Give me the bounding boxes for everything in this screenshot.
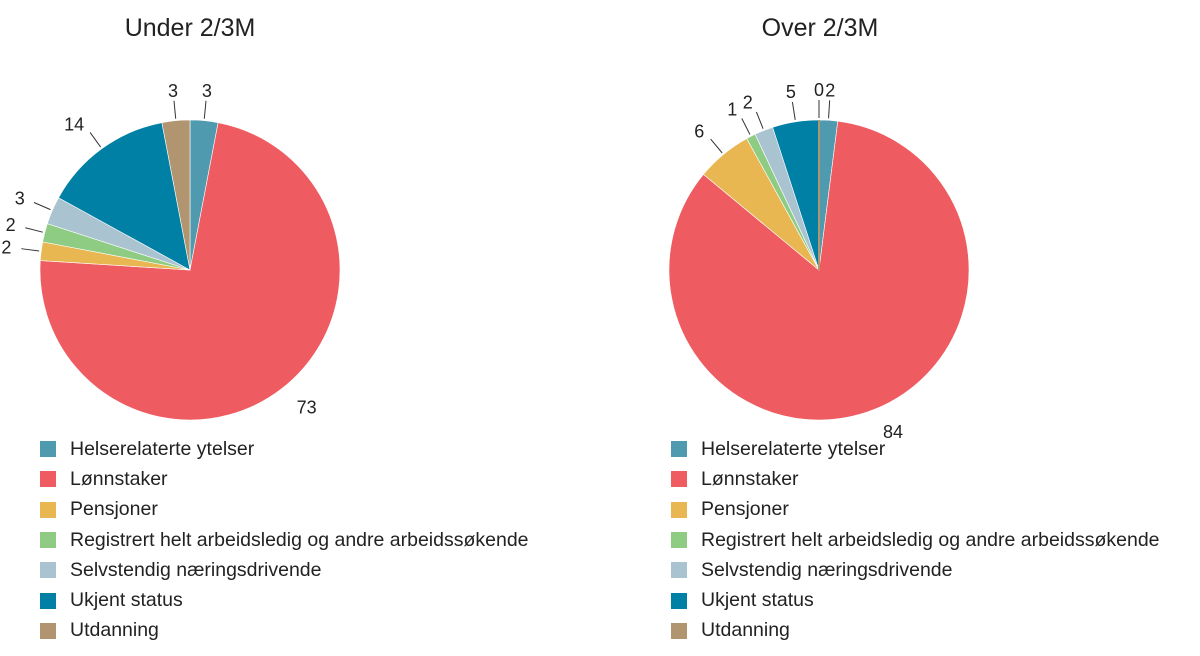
legend-swatch [40, 501, 56, 518]
legend-swatch [671, 622, 687, 639]
leader-line-ukjent-status [791, 102, 796, 120]
data-label-helserelaterte-ytelser: 2 [825, 80, 835, 100]
chart-title-over: Over 2/3M [761, 14, 879, 42]
legend-item-selvstendig-naeringsdrivende: Selvstendig næringsdrivende [40, 555, 529, 585]
legend-swatch [40, 562, 56, 579]
legend-label: Lønnstaker [701, 467, 799, 490]
legend-label: Selvstendig næringsdrivende [701, 558, 953, 581]
pie-under: 3 73 22 3 14 3 [1, 81, 341, 421]
pie-slice-lonnstaker [668, 120, 970, 421]
data-label-ukjent-status: 5 [786, 82, 796, 102]
legend-item-utdanning: Utdanning [40, 616, 529, 646]
legend-label: Pensjoner [701, 498, 789, 521]
legend-item-lonnstaker: Lønnstaker [40, 464, 529, 494]
data-label-registrert-helt-arbeidsledig-og-andre-arbeidssokende: 1 [727, 100, 737, 120]
leader-line-registrert-helt-arbeidsledig-og-andre-arbeidssokende [741, 118, 751, 135]
legend-item-utdanning: Utdanning [671, 616, 1160, 646]
legend-label: Utdanning [70, 619, 159, 642]
data-label-lonnstaker: 73 [297, 397, 317, 417]
chart-title-under: Under 2/3M [124, 14, 256, 42]
legend-under: Helserelaterte ytelser Lønnstaker Pensjone… [40, 434, 529, 646]
chart-under: Under 2/3M 3 73 2 2 3 14 3 Helserelaterte ytel… [1, 14, 529, 646]
legend-label: Selvstendig næringsdrivende [70, 558, 322, 581]
legend-swatch [671, 501, 687, 518]
data-label-utdanning: 3 [168, 81, 178, 101]
data-label-selvstendig-naeringsdrivende: 2 [743, 93, 753, 113]
legend-swatch [40, 532, 56, 549]
leader-line-pensjoner [21, 248, 40, 252]
legend-label: Pensjoner [70, 498, 158, 521]
legend-item-pensjoner: Pensjoner [671, 495, 1160, 525]
legend-label: Helserelaterte ytelser [701, 437, 886, 460]
data-label-pensjoner: 2 [1, 237, 11, 257]
legend-label: Ukjent status [70, 589, 183, 612]
legend-swatch [671, 441, 687, 458]
data-label-utdanning: 0 [814, 80, 824, 100]
data-label-ukjent-status: 14 [64, 114, 84, 134]
legend-swatch [40, 471, 56, 488]
legend-label: Utdanning [701, 619, 790, 642]
legend-label: Registrert helt arbeidsledig og andre ar… [70, 528, 529, 551]
legend-label: Lønnstaker [70, 467, 168, 490]
legend-item-lonnstaker: Lønnstaker [671, 464, 1160, 494]
legend-label: Registrert helt arbeidsledig og andre ar… [701, 528, 1160, 551]
legend-item-ukjent-status: Ukjent status [671, 585, 1160, 615]
data-label-lonnstaker: 84 [883, 422, 903, 442]
legend-label: Ukjent status [701, 589, 814, 612]
leader-line-ukjent-status [89, 132, 102, 148]
data-label-pensjoner: 6 [694, 121, 704, 141]
legend-item-registrert-helt-arbeidsledig-og-andre-arbeidssokende: Registrert helt arbeidsledig og andre ar… [671, 525, 1160, 555]
leader-line-utdanning [173, 100, 177, 119]
legend-swatch [40, 592, 56, 609]
leader-line-selvstendig-naeringsdrivende [755, 111, 764, 129]
legend-item-helserelaterte-ytelser: Helserelaterte ytelser [40, 434, 529, 464]
legend-item-selvstendig-naeringsdrivende: Selvstendig næringsdrivende [671, 555, 1160, 585]
legend-swatch [40, 441, 56, 458]
legend-item-helserelaterte-ytelser: Helserelaterte ytelser [671, 434, 1160, 464]
legend-over: Helserelaterte ytelser Lønnstaker Pensjone… [671, 434, 1160, 646]
leader-line-registrert-helt-arbeidsledig-og-andre-arbeidssokende [25, 227, 43, 233]
legend-swatch [671, 471, 687, 488]
pie-slice-lonnstaker [39, 122, 341, 421]
data-label-helserelaterte-ytelser: 3 [202, 81, 212, 101]
legend-item-registrert-helt-arbeidsledig-og-andre-arbeidssokende: Registrert helt arbeidsledig og andre ar… [40, 525, 529, 555]
legend-swatch [671, 592, 687, 609]
legend-swatch [671, 532, 687, 549]
legend-item-pensjoner: Pensjoner [40, 495, 529, 525]
leader-line-pensjoner [710, 138, 723, 154]
chart-over: Over 2/3M 2 84 6 1 2 5 0 Helserelaterte ytelse… [630, 0, 1200, 656]
legend-swatch [40, 622, 56, 639]
pie-slice-utdanning [161, 119, 191, 271]
legend-swatch [671, 562, 687, 579]
leader-line-selvstendig-naeringsdrivende [33, 202, 51, 211]
data-label-selvstendig-naeringsdrivende: 3 [15, 189, 25, 209]
legend-label: Helserelaterte ytelser [70, 437, 255, 460]
leader-line-helserelaterte-ytelser [203, 100, 207, 119]
leader-line-helserelaterte-ytelser [828, 100, 831, 119]
pie-slice-ukjent-status [58, 122, 191, 271]
legend-item-ukjent-status: Ukjent status [40, 585, 529, 615]
data-label-registrert-helt-arbeidsledig-og-andre-arbeidssokende: 2 [6, 215, 16, 235]
